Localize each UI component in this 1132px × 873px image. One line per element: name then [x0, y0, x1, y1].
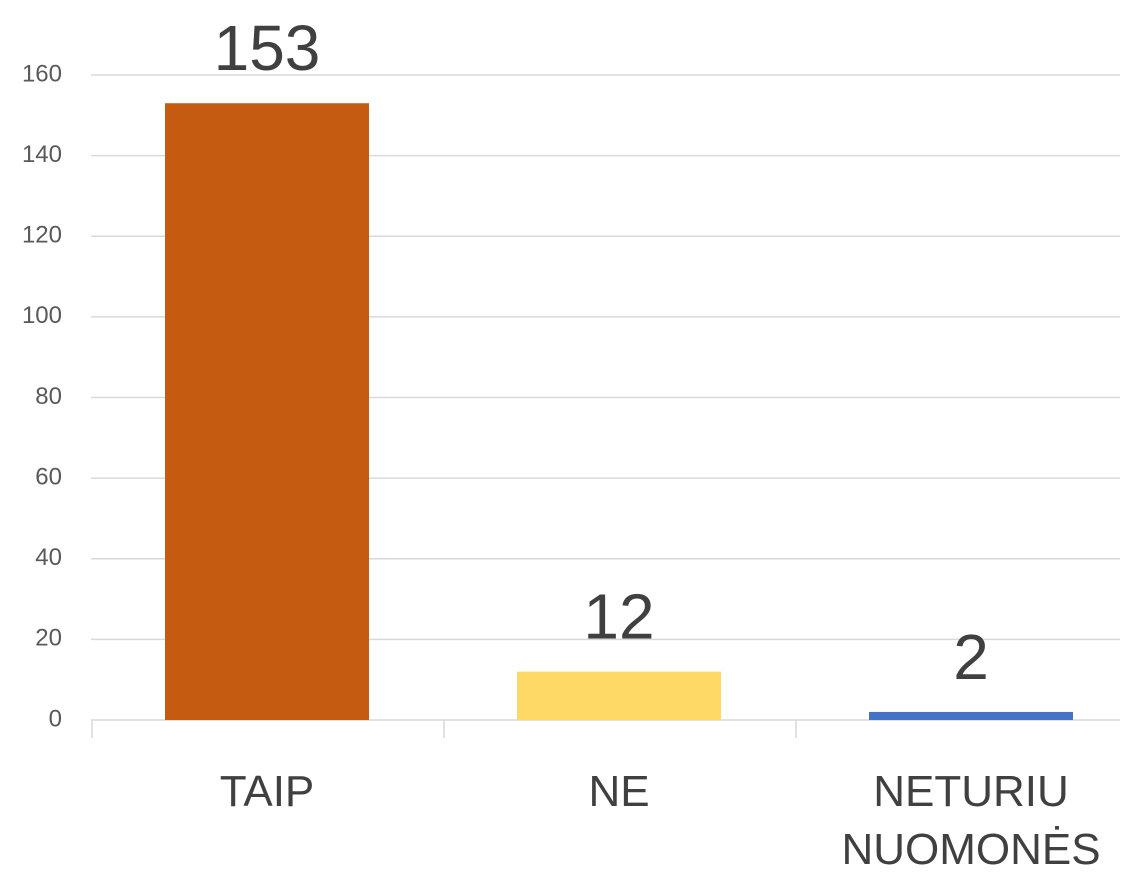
value-label: 153	[214, 12, 321, 84]
y-tick-label: 140	[22, 141, 62, 168]
x-tick-label: NE	[588, 767, 650, 816]
y-tick-label: 60	[35, 463, 62, 490]
y-tick-label: 160	[22, 60, 62, 87]
x-tick-label: TAIP	[219, 767, 315, 816]
value-label: 2	[953, 621, 989, 693]
value-label: 12	[583, 581, 654, 653]
y-tick-label: 120	[22, 222, 62, 249]
x-tick-label: NETURIU NUOMONĖS	[841, 767, 1101, 873]
y-tick-label: 100	[22, 302, 62, 329]
y-tick-label: 80	[35, 383, 62, 410]
y-tick-label: 0	[49, 705, 62, 732]
bar	[517, 671, 721, 720]
bar	[869, 711, 1073, 720]
y-tick-label: 20	[35, 625, 62, 652]
y-tick-label: 40	[35, 544, 62, 571]
bar	[165, 103, 369, 720]
